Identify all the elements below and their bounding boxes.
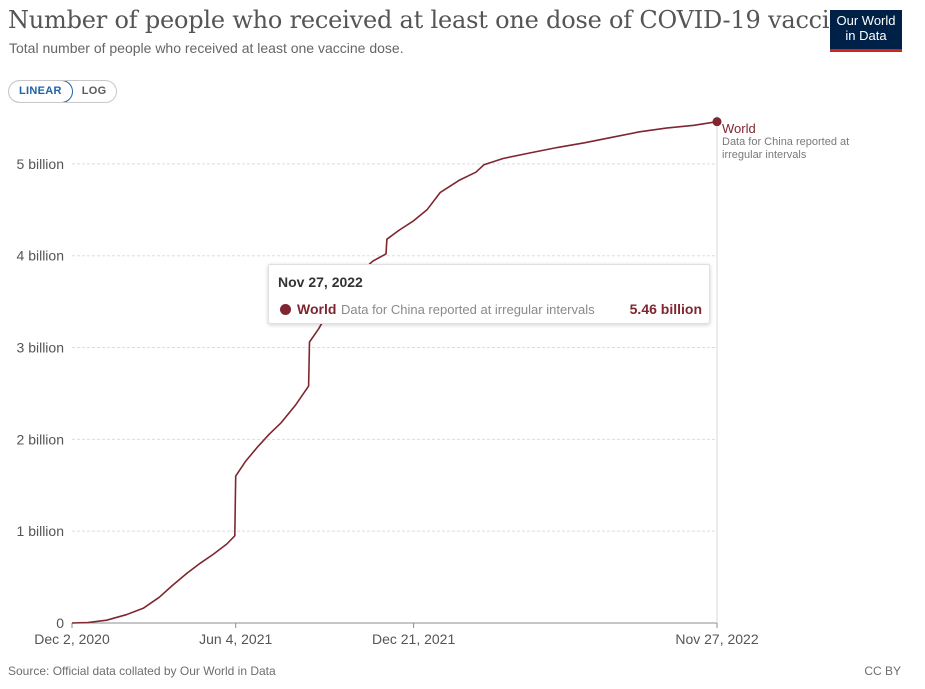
- tooltip-date: Nov 27, 2022: [278, 274, 363, 290]
- y-tick-label: 1 billion: [17, 523, 64, 539]
- series-end-point: [712, 117, 722, 127]
- hover-tooltip: Nov 27, 2022 World Data for China report…: [268, 264, 710, 324]
- logo-line-2: in Data: [845, 28, 887, 43]
- linear-scale-button[interactable]: LINEAR: [9, 81, 73, 102]
- series-line-world: [71, 120, 718, 624]
- x-tick-label: Jun 4, 2021: [199, 631, 272, 647]
- y-tick-label: 5 billion: [17, 156, 64, 172]
- scale-toggle: LINEAR LOG: [8, 80, 118, 103]
- owid-logo[interactable]: Our World in Data: [830, 10, 902, 52]
- tooltip-series-name: World: [297, 301, 337, 317]
- x-tick-label: Dec 21, 2021: [372, 631, 455, 647]
- x-tick-label: Nov 27, 2022: [675, 631, 758, 647]
- series-lines: [71, 117, 722, 624]
- y-axis-ticks: 0 1 billion 2 billion 3 billion 4 billion 5 b…: [17, 156, 65, 631]
- y-tick-label: 2 billion: [17, 431, 64, 447]
- chart-title: Number of people who received at least o…: [8, 6, 859, 34]
- tooltip-series-note: Data for China reported at irregular int…: [341, 302, 595, 317]
- x-tick-label: Dec 2, 2020: [34, 631, 110, 647]
- log-scale-button[interactable]: LOG: [81, 85, 107, 97]
- y-tick-label: 0: [56, 615, 64, 631]
- series-end-label: World: [722, 121, 756, 136]
- tooltip-series-dot: [280, 304, 291, 315]
- chart-subtitle: Total number of people who received at l…: [9, 40, 404, 56]
- y-tick-label: 4 billion: [17, 248, 64, 264]
- series-end-note: Data for China reported at irregular int…: [722, 136, 850, 161]
- logo-line-1: Our World: [836, 13, 896, 28]
- grid-lines: [72, 116, 718, 624]
- y-tick-label: 3 billion: [17, 340, 64, 356]
- tooltip-value: 5.46 billion: [629, 301, 702, 317]
- x-axis-ticks: Dec 2, 2020 Jun 4, 2021 Dec 21, 2021 Nov 27…: [34, 623, 759, 647]
- license-link[interactable]: CC BY: [864, 664, 901, 678]
- source-note[interactable]: Source: Official data collated by Our Wo…: [8, 664, 276, 678]
